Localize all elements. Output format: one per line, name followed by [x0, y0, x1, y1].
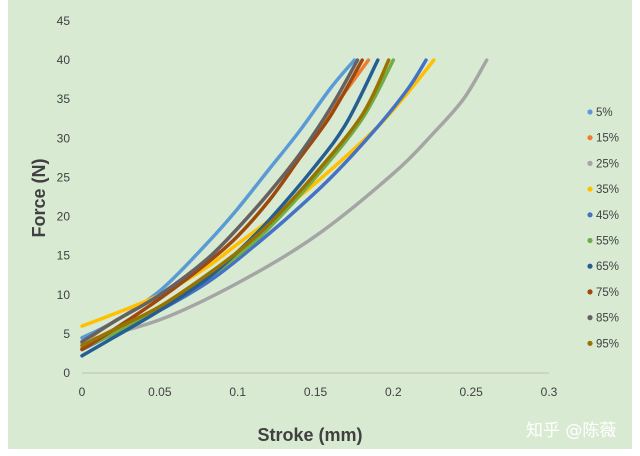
x-axis-title: Stroke (mm) [257, 425, 362, 445]
legend-item: 5% [587, 107, 613, 119]
legend-item: 85% [587, 313, 619, 325]
y-tick-label: 15 [57, 249, 71, 263]
y-tick-label: 5 [63, 327, 70, 341]
legend: 5% 15% 25% 35% 45% 55% 65% 75% 85% 95% [587, 107, 619, 350]
series-lines [80, 58, 489, 358]
series-line-55pct [80, 58, 396, 350]
series-line-35pct [80, 58, 436, 328]
legend-marker [587, 109, 593, 115]
legend-marker [587, 315, 593, 321]
legend-item: 25% [587, 158, 619, 170]
y-tick-label: 20 [57, 210, 71, 224]
y-tick-label: 30 [57, 131, 71, 145]
legend-label: 65% [596, 261, 619, 273]
legend-marker [587, 186, 593, 192]
x-tick-labels: 0 0.05 0.1 0.15 0.2 0.25 0.3 [79, 385, 558, 399]
series-line-75pct [80, 58, 364, 352]
y-tick-label: 45 [57, 14, 71, 28]
legend-item: 35% [587, 184, 619, 196]
legend-item: 15% [587, 133, 619, 145]
legend-label: 5% [596, 107, 613, 119]
x-tick-label: 0.3 [541, 385, 558, 399]
y-axis-title: Force (N) [29, 158, 49, 237]
x-tick-label: 0 [79, 385, 86, 399]
legend-label: 25% [596, 158, 619, 170]
legend-label: 75% [596, 287, 619, 299]
legend-marker [587, 340, 593, 346]
legend-item: 75% [587, 287, 619, 299]
y-tick-label: 10 [57, 288, 71, 302]
chart-background [8, 0, 632, 449]
y-tick-label: 35 [57, 92, 71, 106]
legend-marker [587, 237, 593, 244]
legend-label: 45% [596, 210, 619, 222]
x-tick-label: 0.2 [385, 385, 402, 399]
legend-label: 85% [596, 313, 619, 325]
legend-item: 95% [587, 338, 619, 350]
legend-item: 45% [587, 210, 619, 222]
series-line-85pct [80, 58, 360, 344]
legend-marker [587, 160, 593, 166]
watermark: 知乎 @陈薇 [526, 421, 616, 441]
y-tick-label: 40 [57, 53, 71, 67]
series-line-95pct [80, 58, 391, 348]
y-tick-label: 25 [57, 170, 71, 184]
x-tick-label: 0.15 [304, 385, 328, 399]
x-tick-label: 0.1 [229, 385, 246, 399]
y-tick-label: 0 [63, 366, 70, 380]
series-line-5pct [80, 58, 357, 340]
legend-marker [587, 212, 593, 218]
legend-marker [587, 135, 593, 141]
legend-marker [587, 289, 593, 295]
legend-label: 35% [596, 184, 619, 196]
legend-label: 95% [596, 338, 619, 350]
y-tick-labels: 0 5 10 15 20 25 30 35 40 45 [57, 14, 71, 380]
legend-item: 65% [587, 261, 619, 273]
x-tick-label: 0.25 [459, 385, 483, 399]
series-line-15pct [80, 58, 371, 346]
legend-marker [587, 263, 593, 269]
legend-item: 55% [587, 236, 619, 248]
legend-label: 15% [596, 133, 619, 145]
x-tick-label: 0.05 [148, 385, 172, 399]
legend-label: 55% [596, 236, 619, 248]
series-line-25pct [80, 58, 489, 344]
